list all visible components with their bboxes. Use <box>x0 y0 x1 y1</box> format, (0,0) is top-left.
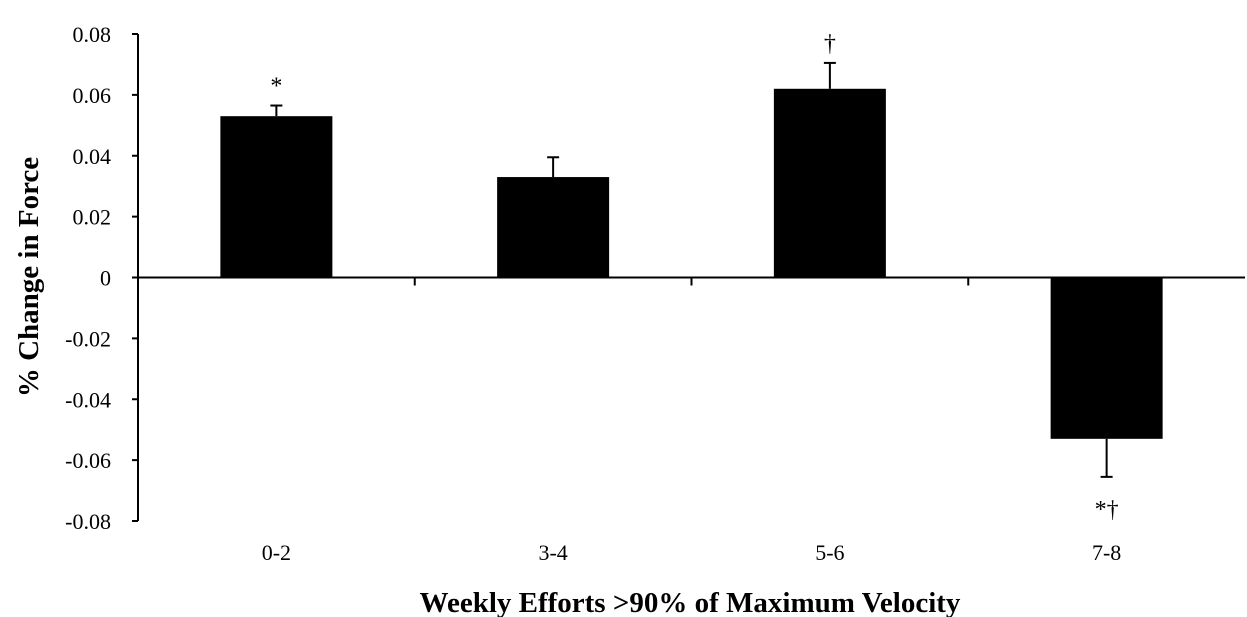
y-axis <box>132 33 139 522</box>
bar-7-8 <box>1050 277 1163 439</box>
significance-mark-0-2: * <box>270 74 282 100</box>
y-tick-label: 0.02 <box>73 205 112 230</box>
y-tick-label: -0.02 <box>65 326 111 351</box>
x-axis-title: Weekly Efforts >90% of Maximum Velocity <box>420 587 961 617</box>
bars <box>220 88 1163 439</box>
x-tick-label: 5-6 <box>815 540 844 565</box>
y-tick-label: -0.06 <box>65 448 111 473</box>
y-tick-label: 0.04 <box>73 144 112 169</box>
x-tick-label: 3-4 <box>538 540 567 565</box>
y-tick-label: -0.04 <box>65 387 111 412</box>
y-tick-label: 0 <box>100 266 111 291</box>
y-tick-labels: 0.08 0.06 0.04 0.02 0 -0.02 -0.04 -0.06 -0.08 <box>65 22 111 534</box>
x-tick-labels: 0-2 3-4 5-6 7-8 <box>262 540 1122 565</box>
significance-mark-7-8: *† <box>1095 497 1119 523</box>
bar-5-6 <box>773 88 886 278</box>
significance-mark-5-6: † <box>824 31 836 57</box>
significance-annotations: *†*† <box>270 31 1118 523</box>
x-tick-label: 0-2 <box>262 540 291 565</box>
y-tick-label: 0.06 <box>73 83 112 108</box>
bar-0-2 <box>220 116 333 278</box>
y-axis-title: % Change in Force <box>13 157 45 397</box>
bar-3-4 <box>497 177 610 278</box>
y-tick-label: -0.08 <box>65 509 111 534</box>
y-tick-label: 0.08 <box>73 22 112 47</box>
x-tick-label: 7-8 <box>1092 540 1121 565</box>
error-bars <box>270 61 1113 478</box>
